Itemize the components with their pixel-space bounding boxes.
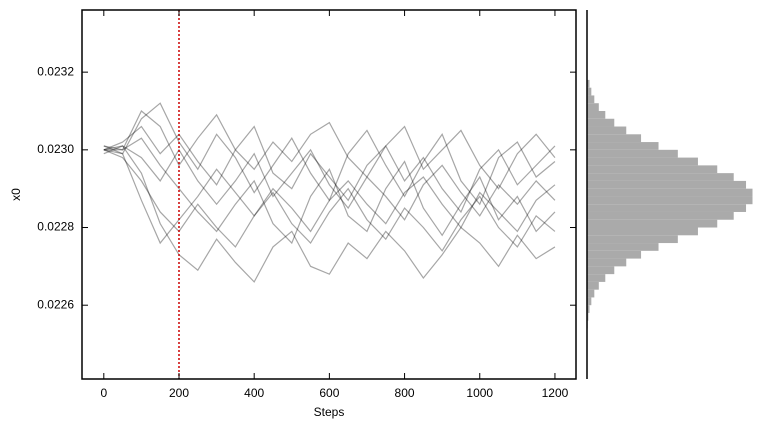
y-tick-label: 0.0226 xyxy=(37,297,74,311)
plot-frame xyxy=(81,9,577,380)
x-tick-label: 1200 xyxy=(542,386,569,400)
x-tick-label: 800 xyxy=(395,386,415,400)
hist-bar xyxy=(587,173,734,181)
hist-bar xyxy=(587,266,615,275)
hist-bar xyxy=(587,149,678,158)
x-tick-label: 600 xyxy=(319,386,339,400)
hist-bar xyxy=(587,219,718,228)
trace xyxy=(103,102,556,206)
x-tick-label: 1000 xyxy=(466,386,493,400)
hist-bar xyxy=(587,87,592,96)
hist-bar xyxy=(587,235,678,244)
hist-bar xyxy=(587,110,606,119)
trace xyxy=(103,149,556,245)
hist-bar xyxy=(587,196,753,205)
hist-bar xyxy=(587,157,698,166)
hist-bar xyxy=(587,79,590,88)
hist-bar xyxy=(587,211,734,220)
hist-bar xyxy=(587,95,595,104)
hist-bar xyxy=(587,188,753,197)
y-tick-label: 0.0228 xyxy=(37,220,74,234)
hist-bar xyxy=(587,204,747,212)
trace xyxy=(103,145,556,283)
hist-bar xyxy=(587,281,599,290)
trace xyxy=(103,110,556,190)
hist-bar xyxy=(587,180,747,189)
hist-bar xyxy=(587,297,592,306)
trace xyxy=(103,137,556,245)
hist-bar xyxy=(587,289,595,298)
hist-bar xyxy=(587,243,659,251)
hist-bar xyxy=(587,227,698,236)
hist-bar xyxy=(587,103,599,111)
hist-bar xyxy=(587,142,659,150)
hist-bar xyxy=(587,165,718,174)
hist-bar xyxy=(587,118,615,127)
trace xyxy=(103,145,556,221)
x-axis-label: Steps xyxy=(314,405,345,419)
hist-bar xyxy=(587,274,606,282)
y-tick-label: 0.0230 xyxy=(37,142,74,156)
hist-bar xyxy=(587,134,642,143)
hist-bar xyxy=(587,250,642,259)
x-tick-label: 0 xyxy=(100,386,107,400)
x-tick-label: 200 xyxy=(169,386,189,400)
hist-bar xyxy=(587,305,590,313)
x-tick-label: 400 xyxy=(244,386,264,400)
hist-bar xyxy=(587,126,627,135)
hist-bar xyxy=(587,258,627,267)
y-axis-label: x0 xyxy=(9,188,23,201)
y-tick-label: 0.0232 xyxy=(37,64,74,78)
